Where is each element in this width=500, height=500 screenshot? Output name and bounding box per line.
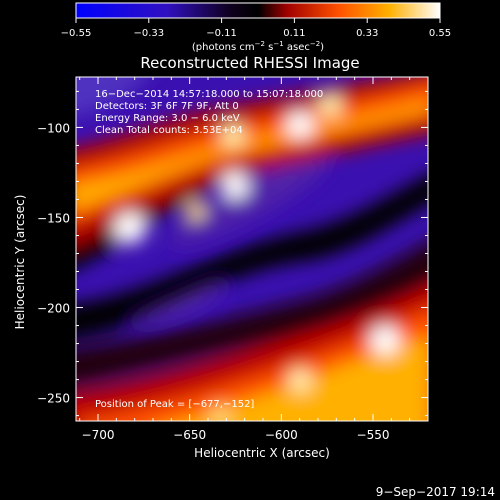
colorbar-frame bbox=[75, 2, 441, 19]
y-tick-label: −200 bbox=[37, 302, 70, 316]
colorbar-tick-label: 0.33 bbox=[356, 28, 378, 39]
colorbar-tick-label: −0.33 bbox=[133, 28, 164, 39]
y-axis-label: Heliocentric Y (arcsec) bbox=[13, 195, 27, 330]
annotation-line: 16−Dec−2014 14:57:18.000 to 15:07:18.000 bbox=[95, 89, 323, 100]
y-tick-label: −100 bbox=[37, 121, 70, 135]
annotations: 16−Dec−2014 14:57:18.000 to 15:07:18.000… bbox=[95, 89, 323, 136]
x-tick-label: −600 bbox=[265, 428, 298, 442]
y-tick-label: −250 bbox=[37, 392, 70, 406]
footer-date: 9−Sep−2017 19:14 bbox=[376, 485, 495, 499]
plot-axes: −700 −650 −600 −550 −250 −200 −150 −100 bbox=[37, 77, 429, 442]
colorbar-tick-label: 0.11 bbox=[283, 28, 305, 39]
annotation-line: Detectors: 3F 6F 7F 9F, Att 0 bbox=[95, 101, 239, 112]
x-tick-label: −650 bbox=[173, 428, 206, 442]
y-tick-label: −150 bbox=[37, 211, 70, 225]
colorbar-units: (photons cm−2 s−1 asec−2) bbox=[192, 40, 324, 53]
colorbar-tick-label: −0.11 bbox=[206, 28, 237, 39]
x-tick-label: −550 bbox=[357, 428, 390, 442]
x-axis-label: Heliocentric X (arcsec) bbox=[194, 446, 330, 460]
annotation-line: Clean Total counts: 3.53E+04 bbox=[95, 125, 243, 136]
x-tick-label: −700 bbox=[82, 428, 115, 442]
chart-title: Reconstructed RHESSI Image bbox=[140, 54, 359, 72]
heatmap bbox=[76, 77, 428, 421]
colorbar bbox=[76, 3, 440, 18]
colorbar-tick-label: 0.55 bbox=[429, 28, 451, 39]
plot-frame bbox=[75, 76, 429, 422]
peak-position-label: Position of Peak = [−677,−152] bbox=[95, 399, 254, 410]
colorbar-ticks: −0.55 −0.33 −0.11 0.11 0.33 0.55 bbox=[61, 18, 451, 39]
colorbar-tick-label: −0.55 bbox=[61, 28, 92, 39]
annotation-line: Energy Range: 3.0 − 6.0 keV bbox=[95, 113, 240, 124]
